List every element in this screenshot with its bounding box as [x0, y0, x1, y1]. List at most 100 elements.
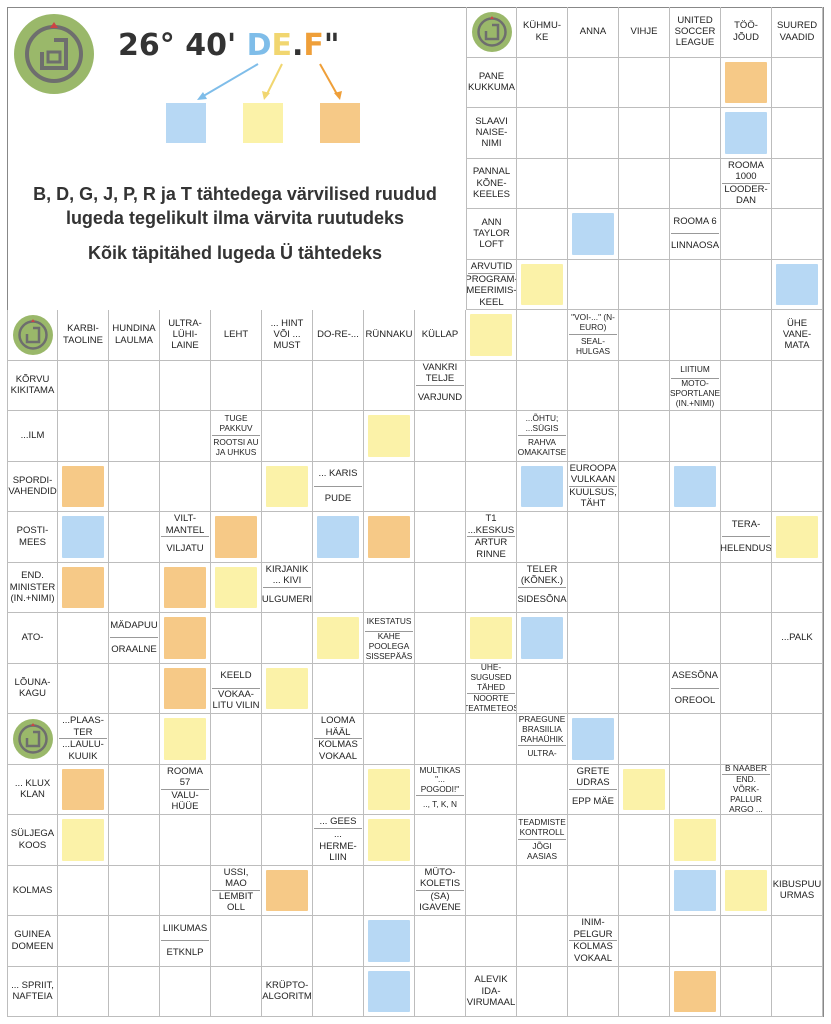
- answer-cell[interactable]: [721, 916, 772, 967]
- answer-cell[interactable]: [262, 360, 313, 411]
- answer-cell[interactable]: [58, 461, 109, 512]
- answer-cell[interactable]: [466, 461, 517, 512]
- answer-cell[interactable]: [466, 714, 517, 765]
- answer-cell[interactable]: [670, 108, 721, 159]
- answer-cell[interactable]: [619, 916, 670, 967]
- answer-cell[interactable]: [619, 158, 670, 209]
- answer-cell[interactable]: [568, 663, 619, 714]
- answer-cell[interactable]: [262, 865, 313, 916]
- answer-cell[interactable]: [517, 461, 568, 512]
- answer-cell[interactable]: [568, 57, 619, 108]
- answer-cell[interactable]: [721, 663, 772, 714]
- answer-cell[interactable]: [58, 815, 109, 866]
- answer-cell[interactable]: [160, 815, 211, 866]
- answer-cell[interactable]: [772, 209, 823, 260]
- answer-cell[interactable]: [109, 966, 160, 1017]
- answer-cell[interactable]: [568, 714, 619, 765]
- answer-cell[interactable]: [415, 714, 466, 765]
- answer-cell[interactable]: [568, 158, 619, 209]
- answer-cell[interactable]: [466, 562, 517, 613]
- answer-cell[interactable]: [772, 411, 823, 462]
- answer-cell[interactable]: [364, 360, 415, 411]
- answer-cell[interactable]: [262, 411, 313, 462]
- answer-cell[interactable]: [364, 663, 415, 714]
- answer-cell[interactable]: [364, 461, 415, 512]
- answer-cell[interactable]: [772, 562, 823, 613]
- answer-cell[interactable]: [364, 512, 415, 563]
- answer-cell[interactable]: [619, 663, 670, 714]
- answer-cell[interactable]: [466, 310, 517, 361]
- answer-cell[interactable]: [364, 411, 415, 462]
- answer-cell[interactable]: [721, 57, 772, 108]
- answer-cell[interactable]: [619, 764, 670, 815]
- answer-cell[interactable]: [466, 411, 517, 462]
- answer-cell[interactable]: [721, 966, 772, 1017]
- answer-cell[interactable]: [364, 815, 415, 866]
- answer-cell[interactable]: [568, 966, 619, 1017]
- answer-cell[interactable]: [415, 461, 466, 512]
- answer-cell[interactable]: [466, 360, 517, 411]
- answer-cell[interactable]: [313, 865, 364, 916]
- answer-cell[interactable]: [517, 916, 568, 967]
- answer-cell[interactable]: [670, 461, 721, 512]
- answer-cell[interactable]: [364, 966, 415, 1017]
- answer-cell[interactable]: [211, 966, 262, 1017]
- answer-cell[interactable]: [109, 764, 160, 815]
- answer-cell[interactable]: [58, 360, 109, 411]
- answer-cell[interactable]: [160, 461, 211, 512]
- answer-cell[interactable]: [313, 916, 364, 967]
- answer-cell[interactable]: [721, 360, 772, 411]
- answer-cell[interactable]: [772, 57, 823, 108]
- answer-cell[interactable]: [313, 613, 364, 664]
- answer-cell[interactable]: [364, 562, 415, 613]
- answer-cell[interactable]: [721, 461, 772, 512]
- answer-cell[interactable]: [619, 865, 670, 916]
- answer-cell[interactable]: [262, 512, 313, 563]
- answer-cell[interactable]: [415, 411, 466, 462]
- answer-cell[interactable]: [619, 966, 670, 1017]
- answer-cell[interactable]: [466, 815, 517, 866]
- answer-cell[interactable]: [619, 411, 670, 462]
- answer-cell[interactable]: [58, 764, 109, 815]
- answer-cell[interactable]: [721, 714, 772, 765]
- answer-cell[interactable]: [670, 57, 721, 108]
- answer-cell[interactable]: [517, 966, 568, 1017]
- answer-cell[interactable]: [262, 663, 313, 714]
- answer-cell[interactable]: [415, 966, 466, 1017]
- answer-cell[interactable]: [721, 108, 772, 159]
- answer-cell[interactable]: [211, 512, 262, 563]
- answer-cell[interactable]: [670, 613, 721, 664]
- answer-cell[interactable]: [211, 360, 262, 411]
- answer-cell[interactable]: [721, 259, 772, 310]
- answer-cell[interactable]: [670, 562, 721, 613]
- answer-cell[interactable]: [517, 259, 568, 310]
- answer-cell[interactable]: [568, 108, 619, 159]
- answer-cell[interactable]: [364, 865, 415, 916]
- answer-cell[interactable]: [109, 360, 160, 411]
- answer-cell[interactable]: [619, 815, 670, 866]
- answer-cell[interactable]: [568, 360, 619, 411]
- answer-cell[interactable]: [364, 916, 415, 967]
- answer-cell[interactable]: [109, 461, 160, 512]
- answer-cell[interactable]: [262, 764, 313, 815]
- answer-cell[interactable]: [313, 562, 364, 613]
- answer-cell[interactable]: [772, 360, 823, 411]
- answer-cell[interactable]: [619, 461, 670, 512]
- answer-cell[interactable]: [772, 764, 823, 815]
- answer-cell[interactable]: [109, 815, 160, 866]
- answer-cell[interactable]: [109, 512, 160, 563]
- answer-cell[interactable]: [313, 663, 364, 714]
- answer-cell[interactable]: [619, 108, 670, 159]
- answer-cell[interactable]: [517, 764, 568, 815]
- answer-cell[interactable]: [670, 512, 721, 563]
- answer-cell[interactable]: [568, 865, 619, 916]
- answer-cell[interactable]: [721, 562, 772, 613]
- answer-cell[interactable]: [670, 714, 721, 765]
- answer-cell[interactable]: [466, 613, 517, 664]
- answer-cell[interactable]: [670, 815, 721, 866]
- answer-cell[interactable]: [58, 562, 109, 613]
- answer-cell[interactable]: [517, 108, 568, 159]
- answer-cell[interactable]: [721, 310, 772, 361]
- answer-cell[interactable]: [109, 865, 160, 916]
- answer-cell[interactable]: [109, 663, 160, 714]
